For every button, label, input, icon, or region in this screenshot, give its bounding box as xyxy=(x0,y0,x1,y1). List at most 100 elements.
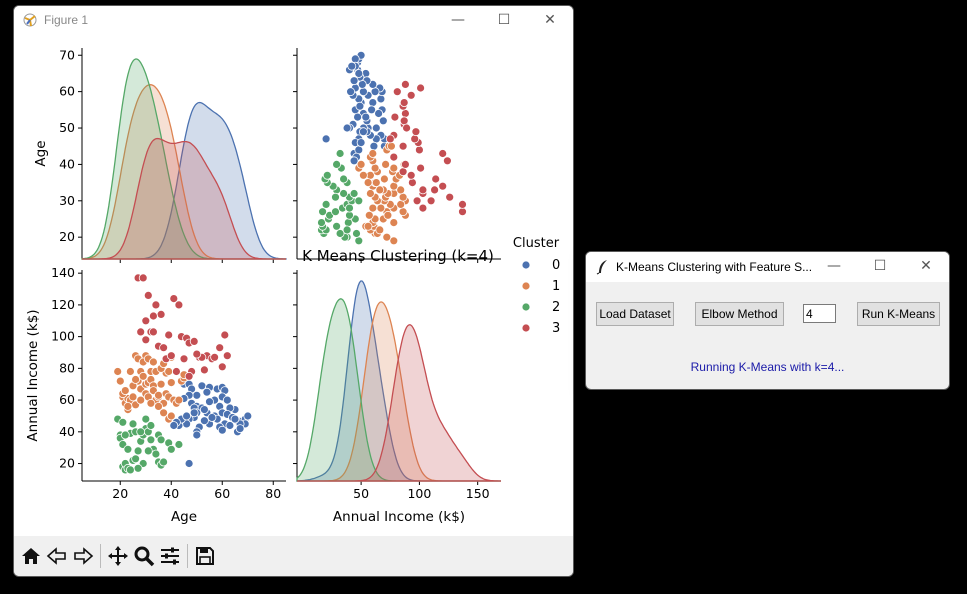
income-age-point-cluster-1 xyxy=(375,185,385,195)
income-age-point-cluster-0 xyxy=(371,123,381,133)
age-income-point-cluster-3 xyxy=(189,336,199,346)
income-age-point-cluster-1 xyxy=(379,174,389,184)
income-age-point-cluster-3 xyxy=(390,112,400,122)
zoom-icon[interactable] xyxy=(131,541,157,571)
age-income-point-cluster-2 xyxy=(174,440,184,449)
income-age-point-cluster-2 xyxy=(339,174,349,184)
income-age-point-cluster-1 xyxy=(376,203,386,213)
y-tick-label: 60 xyxy=(59,392,75,407)
navigation-toolbar xyxy=(14,536,573,576)
income-age-point-cluster-1 xyxy=(398,207,408,217)
income-age-point-cluster-0 xyxy=(367,105,377,115)
close-button[interactable]: ✕ xyxy=(920,258,932,274)
minimize-button[interactable]: — xyxy=(451,12,465,28)
pan-icon[interactable] xyxy=(105,541,131,571)
maximize-button[interactable]: ☐ xyxy=(873,258,887,274)
age-income-point-cluster-1 xyxy=(166,411,176,421)
maximize-button[interactable]: ☐ xyxy=(497,12,511,28)
age-income-point-cluster-2 xyxy=(126,465,135,475)
income-age-point-cluster-3 xyxy=(400,109,410,118)
elbow-method-button[interactable]: Elbow Method xyxy=(695,302,784,326)
income-age-point-cluster-1 xyxy=(398,192,408,202)
configure-icon[interactable] xyxy=(157,541,183,571)
x-tick-label: 80 xyxy=(265,486,281,501)
income-age-point-cluster-3 xyxy=(406,170,416,180)
age-income-point-cluster-1 xyxy=(115,376,125,386)
income-age-point-cluster-2 xyxy=(349,189,359,198)
income-age-point-cluster-2 xyxy=(339,189,349,198)
k-value-input[interactable] xyxy=(803,304,836,323)
age-income-point-cluster-0 xyxy=(207,413,217,422)
age-income-point-cluster-0 xyxy=(230,414,240,424)
age-income-point-cluster-3 xyxy=(215,343,225,353)
income-age-point-cluster-0 xyxy=(350,54,360,64)
income-age-point-cluster-3 xyxy=(399,116,409,126)
figure-title: Figure 1 xyxy=(44,13,89,27)
income-age-point-cluster-3 xyxy=(418,203,428,213)
income-age-point-cluster-1 xyxy=(365,189,375,198)
income-age-point-cluster-0 xyxy=(369,141,379,151)
x-axis-label-age: Age xyxy=(171,509,197,525)
legend-marker-1 xyxy=(521,281,531,291)
load-dataset-button[interactable]: Load Dataset xyxy=(596,302,674,326)
legend-marker-3 xyxy=(521,323,531,333)
plot-canvas[interactable]: 20 30 40 50 60 70 20 40 60 80 100 120 140 20 40 60 80 50 1… xyxy=(14,35,573,535)
legend-label-1: 1 xyxy=(552,279,560,294)
y-tick-label: 20 xyxy=(59,456,75,471)
income-age-point-cluster-3 xyxy=(418,185,428,195)
income-age-point-cluster-0 xyxy=(356,138,366,147)
age-income-point-cluster-3 xyxy=(169,294,179,304)
income-age-point-cluster-3 xyxy=(407,178,417,188)
income-age-point-cluster-0 xyxy=(346,87,356,97)
close-button[interactable]: ✕ xyxy=(544,12,556,28)
income-age-point-cluster-1 xyxy=(396,185,406,195)
legend-marker-2 xyxy=(521,302,531,312)
income-age-point-cluster-0 xyxy=(374,109,384,118)
income-age-point-cluster-1 xyxy=(386,141,396,151)
income-age-point-cluster-3 xyxy=(430,185,440,195)
figure-titlebar[interactable]: Figure 1 — ☐ ✕ xyxy=(14,6,573,34)
x-tick-label: 150 xyxy=(466,486,490,501)
income-age-point-cluster-2 xyxy=(332,159,342,169)
income-age-point-cluster-3 xyxy=(445,192,455,202)
income-age-point-cluster-2 xyxy=(332,221,342,231)
kmeans-window: K-Means Clustering with Feature S... — ☐… xyxy=(585,251,950,390)
income-age-point-cluster-1 xyxy=(356,159,366,169)
income-age-point-cluster-3 xyxy=(431,174,441,184)
save-icon[interactable] xyxy=(192,541,218,571)
income-age-point-cluster-0 xyxy=(321,134,331,144)
income-age-point-cluster-2 xyxy=(335,149,345,158)
income-age-point-cluster-1 xyxy=(383,210,393,220)
age-income-point-cluster-2 xyxy=(120,430,130,440)
age-income-point-cluster-2 xyxy=(143,446,153,456)
minimize-button[interactable]: — xyxy=(827,258,841,274)
income-age-point-cluster-3 xyxy=(402,123,412,133)
income-age-point-cluster-3 xyxy=(458,199,467,209)
age-income-point-cluster-1 xyxy=(131,375,140,384)
age-income-point-cluster-2 xyxy=(131,454,140,464)
y-tick-label: 60 xyxy=(59,84,75,99)
forward-icon[interactable] xyxy=(70,541,96,571)
income-age-point-cluster-1 xyxy=(381,159,391,169)
age-income-point-cluster-2 xyxy=(141,414,151,424)
age-income-point-cluster-2 xyxy=(133,446,143,456)
back-icon[interactable] xyxy=(44,541,70,571)
income-age-point-cluster-3 xyxy=(410,134,420,144)
home-icon[interactable] xyxy=(18,541,44,571)
y-tick-label: 50 xyxy=(59,120,75,135)
income-age-point-cluster-0 xyxy=(347,61,357,71)
kmeans-titlebar[interactable]: K-Means Clustering with Feature S... — ☐… xyxy=(586,252,949,282)
run-kmeans-button[interactable]: Run K-Means xyxy=(857,302,940,326)
age-income-point-cluster-1 xyxy=(113,367,123,376)
age-income-point-cluster-3 xyxy=(166,351,176,361)
x-tick-label: 60 xyxy=(214,486,230,501)
age-income-point-cluster-3 xyxy=(143,290,153,300)
income-age-point-cluster-2 xyxy=(318,207,328,217)
income-age-point-cluster-3 xyxy=(400,159,410,169)
age-income-point-cluster-0 xyxy=(192,390,202,400)
income-age-point-cluster-1 xyxy=(368,149,378,158)
y-tick-label: 80 xyxy=(59,360,75,375)
kmeans-title: K-Means Clustering with Feature S... xyxy=(616,260,813,274)
age-income-point-cluster-2 xyxy=(159,457,169,467)
income-age-point-cluster-3 xyxy=(426,196,436,206)
